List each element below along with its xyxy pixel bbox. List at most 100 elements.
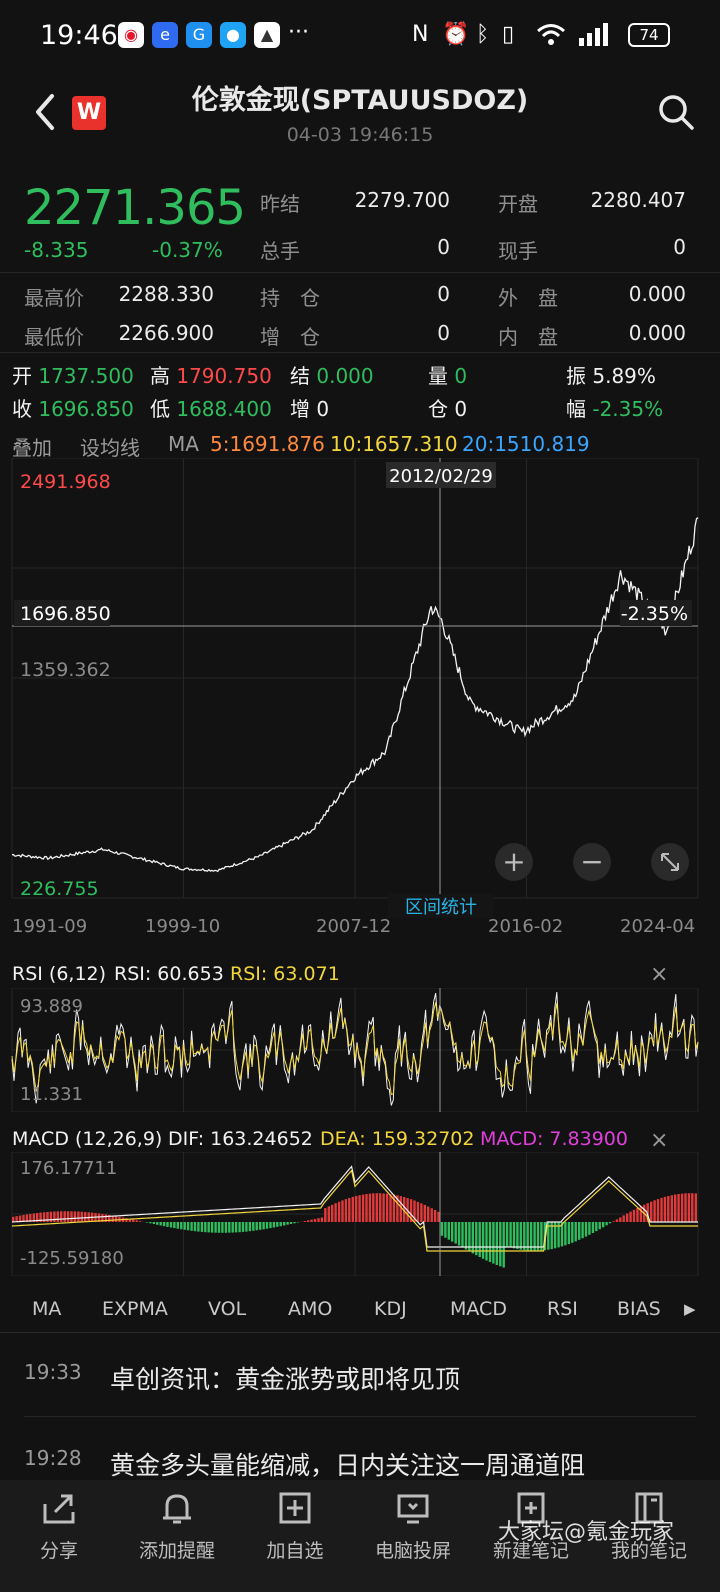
news-item-title[interactable]: 黄金多头量能缩减，日内关注这一周通道阻 (110, 1451, 586, 1480)
tab-ma[interactable]: MA (32, 1298, 62, 1320)
macd-bar (70, 1211, 73, 1222)
macd-bar (15, 1216, 18, 1222)
macd-bar (101, 1213, 104, 1222)
tab-macd[interactable]: MACD (450, 1298, 507, 1320)
macd-bar (22, 1215, 25, 1222)
interval-stats-box (388, 894, 494, 918)
quote-timestamp: 04-03 19:46:15 (286, 124, 434, 146)
x-tick-label: 2007-12 (316, 916, 391, 937)
new-note-button[interactable]: 新建笔记 (476, 1480, 586, 1592)
macd-dif-line (11, 1165, 698, 1248)
rsi-label: RSI (6,12) (12, 963, 107, 985)
macd-bar (286, 1222, 289, 1225)
macd-bar (276, 1222, 279, 1227)
macd-bar (674, 1194, 677, 1222)
macd-bar (687, 1193, 691, 1222)
divider (24, 1416, 696, 1417)
macd-bar (289, 1222, 293, 1224)
add-alert-button[interactable]: 添加提醒 (122, 1480, 232, 1592)
macd-bar (612, 1221, 615, 1222)
x-tick-label: 1991-09 (12, 916, 87, 937)
macd-bar (36, 1213, 39, 1222)
tab-bias[interactable]: BIAS (617, 1298, 661, 1320)
field-label: 开盘 (498, 192, 538, 216)
macd-bar (348, 1198, 351, 1222)
cast-screen-button[interactable]: 电脑投屏 (358, 1480, 468, 1592)
macd-bar (581, 1222, 584, 1239)
interval-stats-button[interactable]: 区间统计 (405, 897, 477, 918)
macd-bar (564, 1222, 567, 1246)
crosshair-date-box (386, 462, 496, 488)
macd-dif: DIF: 163.24652 (168, 1128, 313, 1150)
macd-bar (25, 1214, 29, 1222)
rsi-close-icon[interactable]: × (650, 962, 669, 987)
tab-vol[interactable]: VOL (208, 1298, 247, 1320)
field-value: 0 (437, 321, 450, 345)
macd-bar (324, 1208, 327, 1222)
macd-bar (656, 1199, 660, 1222)
macd-bar (351, 1196, 354, 1222)
my-notes-label: 我的笔记 (610, 1540, 687, 1562)
macd-bar (488, 1222, 492, 1262)
tab-rsi[interactable]: RSI (547, 1298, 578, 1320)
macd-min: -125.59180 (20, 1248, 124, 1269)
macd-bar (60, 1211, 63, 1222)
macd-bar (423, 1204, 426, 1222)
y-tick-min: 226.755 (20, 878, 99, 900)
field-value: 0.000 (628, 282, 686, 306)
macd-bar (492, 1222, 495, 1264)
crosshair-pct-box (620, 600, 692, 626)
ma-label: MA (168, 432, 199, 456)
period-position: 仓 0 (428, 397, 468, 421)
drive-app-icon: ▲ (254, 22, 280, 48)
macd-bar (327, 1206, 330, 1222)
battery-icon: 74 (628, 23, 670, 47)
share-button[interactable]: 分享 (4, 1480, 114, 1592)
tab-expma[interactable]: EXPMA (102, 1298, 168, 1320)
macd-bar (307, 1220, 310, 1222)
macd-bar (691, 1193, 694, 1222)
rsi-max: 93.889 (20, 996, 83, 1017)
x-tick-label: 2024-04 (620, 916, 695, 937)
zoom-out-button[interactable]: − (573, 843, 611, 881)
macd-bar (149, 1222, 152, 1224)
period-increase: 增 0 (290, 397, 330, 421)
fullscreen-icon[interactable] (651, 843, 689, 881)
status-time: 19:46 (40, 20, 118, 51)
macd-label: MACD (12,26,9) (12, 1128, 163, 1150)
search-icon[interactable] (656, 92, 696, 132)
macd-bar (303, 1221, 306, 1222)
macd-bar (159, 1222, 162, 1226)
add-favorite-button[interactable]: 加自选 (240, 1480, 350, 1592)
field-label: 现手 (498, 239, 538, 263)
price-chart[interactable]: 2491.968 1359.362 226.755 2012/02/29 169… (0, 458, 720, 942)
tab-more-icon[interactable]: ▶ (684, 1300, 696, 1318)
macd-bar (169, 1222, 173, 1228)
macd-bar (619, 1217, 622, 1222)
macd-close-icon[interactable]: × (650, 1128, 669, 1153)
tab-kdj[interactable]: KDJ (374, 1298, 407, 1320)
period-settle: 结 0.000 (290, 364, 374, 388)
more-notifications-icon: ··· (288, 20, 309, 45)
brand-logo: W (72, 96, 106, 130)
macd-bar (632, 1209, 636, 1222)
macd-bar (454, 1222, 457, 1244)
macd-bar (111, 1215, 114, 1222)
my-notes-button[interactable]: 我的笔记 (594, 1480, 704, 1592)
macd-bar (39, 1212, 42, 1222)
macd-bar (252, 1222, 255, 1231)
overlay-button[interactable]: 叠加 (12, 436, 52, 460)
zoom-in-button[interactable]: + (495, 843, 533, 881)
macd-bar (399, 1196, 402, 1222)
macd-bar (578, 1222, 581, 1240)
macd-bar (245, 1222, 248, 1232)
macd-bar (475, 1222, 478, 1256)
back-arrow-icon[interactable] (30, 92, 60, 132)
bell-icon (163, 1494, 191, 1524)
field-label: 最低价 (24, 325, 84, 349)
macd-bar (248, 1222, 252, 1232)
tab-amo[interactable]: AMO (288, 1298, 333, 1320)
set-ma-button[interactable]: 设均线 (80, 436, 140, 460)
macd-bar (166, 1222, 169, 1227)
news-item-title[interactable]: 卓创资讯：黄金涨势或即将见顶 (110, 1365, 461, 1394)
